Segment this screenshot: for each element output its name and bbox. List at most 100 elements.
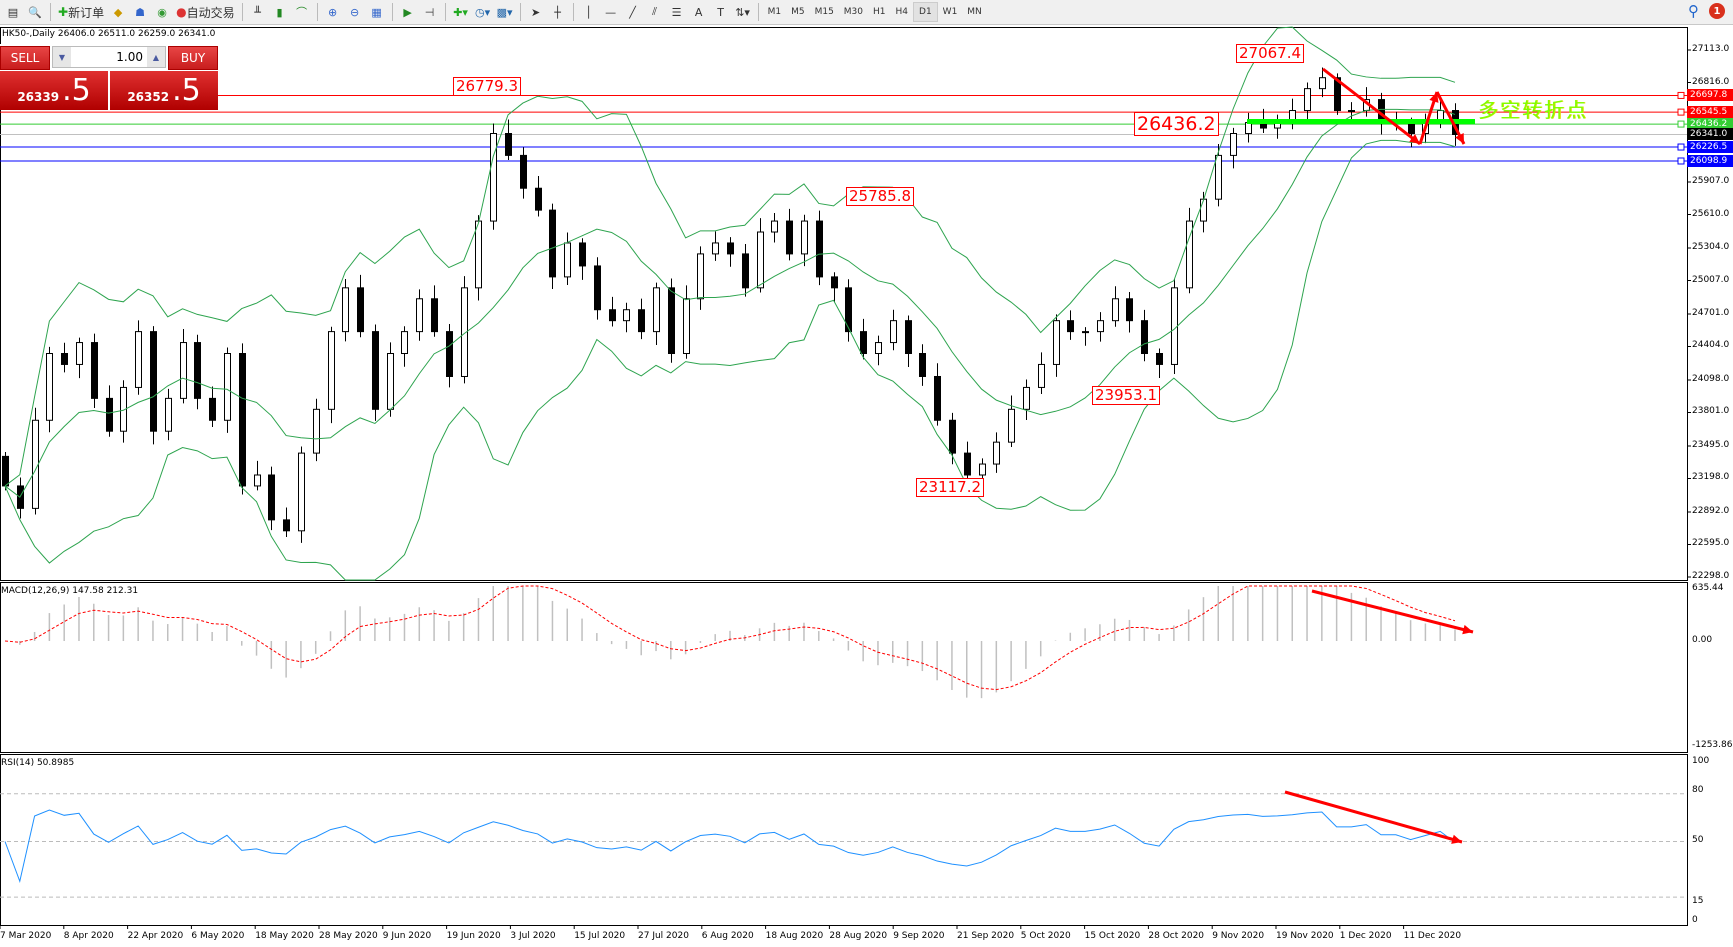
separator	[391, 3, 393, 21]
price-label[interactable]: 25785.8	[846, 187, 915, 206]
x-tick-label: 22 Apr 2020	[127, 931, 184, 941]
candle-body	[1319, 77, 1326, 90]
horizontal-line-icon[interactable]: —	[605, 5, 617, 19]
timeframe-h1[interactable]: H1	[873, 7, 886, 17]
sell-price[interactable]: 26339.5	[0, 71, 108, 110]
candle-body	[1082, 331, 1089, 334]
candle-body	[1141, 320, 1148, 355]
bar-chart-icon[interactable]: ╨	[254, 5, 261, 19]
candle-body	[61, 353, 68, 365]
y-tick-label: 25907.0	[1692, 175, 1730, 186]
pivot-annotation[interactable]: 多空转折点	[1478, 98, 1588, 122]
x-tick-label: 7 Mar 2020	[0, 931, 52, 941]
candle-body	[194, 342, 201, 399]
trend-arrow-down	[1322, 67, 1421, 146]
zoom-out-icon[interactable]: ⊖	[349, 5, 360, 19]
timeframe-h4[interactable]: H4	[895, 7, 909, 17]
candle-body	[372, 331, 379, 410]
candle-body	[239, 353, 246, 487]
text-label-icon[interactable]: T	[717, 5, 724, 19]
vertical-line-icon[interactable]: │	[585, 5, 592, 19]
crosshair-icon[interactable]: ┼	[554, 5, 561, 19]
periods-icon[interactable]: ◷▾	[475, 5, 491, 19]
fibonacci-icon[interactable]: ☰	[671, 5, 682, 19]
candle-body	[786, 220, 793, 255]
buy-price[interactable]: 26352.5	[110, 71, 218, 110]
candle-body	[1408, 122, 1415, 135]
candle-body	[1126, 298, 1133, 322]
price-label[interactable]: 26779.3	[453, 77, 522, 96]
timeframe-m1[interactable]: M1	[767, 7, 782, 17]
candle-body	[668, 287, 675, 355]
candle-body	[564, 242, 571, 278]
lot-size-stepper[interactable]: ▼ 1.00 ▲	[52, 46, 166, 68]
timeframe-mn[interactable]: MN	[967, 7, 982, 17]
lot-decrease-icon[interactable]: ▼	[53, 47, 71, 67]
timeframe-d1[interactable]: D1	[913, 2, 938, 22]
candle-body	[1067, 320, 1074, 333]
candlestick-icon[interactable]: ▮	[276, 5, 283, 19]
timeframe-m5[interactable]: M5	[791, 7, 805, 17]
price-label[interactable]: 27067.4	[1236, 44, 1305, 63]
candle-body	[757, 231, 764, 289]
navigator-icon[interactable]: ☗	[135, 5, 146, 19]
candle-body	[742, 253, 749, 289]
separator	[444, 3, 446, 21]
new-order-button[interactable]: ✚ 新订单	[55, 2, 107, 22]
timeframe-m15[interactable]: M15	[814, 7, 834, 17]
zoom-in-icon[interactable]: ⊕	[327, 5, 338, 19]
level-handle	[1677, 91, 1685, 99]
candle-body	[431, 298, 438, 333]
notifications-badge[interactable]: 1	[1709, 3, 1725, 19]
chart-shift-icon[interactable]: ⊣	[424, 5, 435, 19]
sell-button[interactable]: SELL	[0, 46, 50, 70]
price-label[interactable]: 23117.2	[916, 478, 985, 497]
equidistant-channel-icon[interactable]: ⫽	[652, 5, 658, 18]
candle-body	[623, 309, 630, 322]
buy-button[interactable]: BUY	[168, 46, 218, 70]
templates-icon[interactable]: ▩▾	[496, 5, 513, 19]
cursor-icon[interactable]: ➤	[530, 5, 541, 19]
candle-body	[505, 133, 512, 156]
line-chart-icon[interactable]: ⌒	[296, 6, 308, 19]
x-tick-label: 5 Oct 2020	[1020, 931, 1071, 941]
y-tick-label: 25304.0	[1692, 241, 1730, 252]
candle-body	[1053, 320, 1060, 365]
candle-body	[416, 298, 423, 333]
y-tick-label: 26816.0	[1692, 76, 1730, 87]
y-tick-label: 22892.0	[1692, 505, 1730, 516]
candle-body	[461, 287, 468, 377]
price-label[interactable]: 23953.1	[1092, 386, 1161, 405]
timeframe-m30[interactable]: M30	[843, 7, 864, 17]
x-tick-label: 9 Jun 2020	[382, 931, 432, 941]
x-tick-label: 28 Oct 2020	[1148, 931, 1205, 941]
x-tick-label: 19 Jun 2020	[446, 931, 501, 941]
trendline-icon[interactable]: ╱	[629, 5, 636, 19]
indicators-icon[interactable]: ✚▾	[453, 5, 468, 19]
y-tick-label: 27113.0	[1692, 44, 1730, 54]
timeframe-w1[interactable]: W1	[942, 7, 958, 17]
candle-body	[283, 519, 290, 532]
y-tick-label: 24404.0	[1692, 340, 1730, 351]
new-chart-icon[interactable]: ▤	[7, 5, 19, 19]
y-tick-label: 25610.0	[1692, 208, 1730, 219]
signals-icon[interactable]: ◉	[157, 5, 167, 19]
zoom-chart-icon[interactable]: 🔍	[28, 5, 42, 19]
lot-size-input[interactable]: 1.00	[116, 50, 143, 64]
market-watch-icon[interactable]: ◆	[113, 5, 123, 19]
search-icon[interactable]: ⚲	[1688, 2, 1699, 20]
text-icon[interactable]: A	[694, 5, 703, 19]
auto-scroll-icon[interactable]: ▶	[403, 5, 412, 19]
candle-body	[46, 353, 53, 421]
auto-trading-button[interactable]: ● 自动交易	[173, 2, 238, 22]
candle-body	[801, 220, 808, 255]
price-label[interactable]: 26436.2	[1134, 112, 1219, 136]
timeframe-bar: M1 M5 M15 M30 H1 H4 D1 W1 MN	[763, 2, 987, 22]
lot-increase-icon[interactable]: ▲	[147, 47, 165, 67]
candle-body	[120, 386, 127, 432]
candle-body	[1186, 220, 1193, 289]
tile-windows-icon[interactable]: ▦	[371, 5, 382, 19]
candle-body	[712, 242, 719, 255]
arrows-icon[interactable]: ⇅▾	[735, 5, 750, 19]
